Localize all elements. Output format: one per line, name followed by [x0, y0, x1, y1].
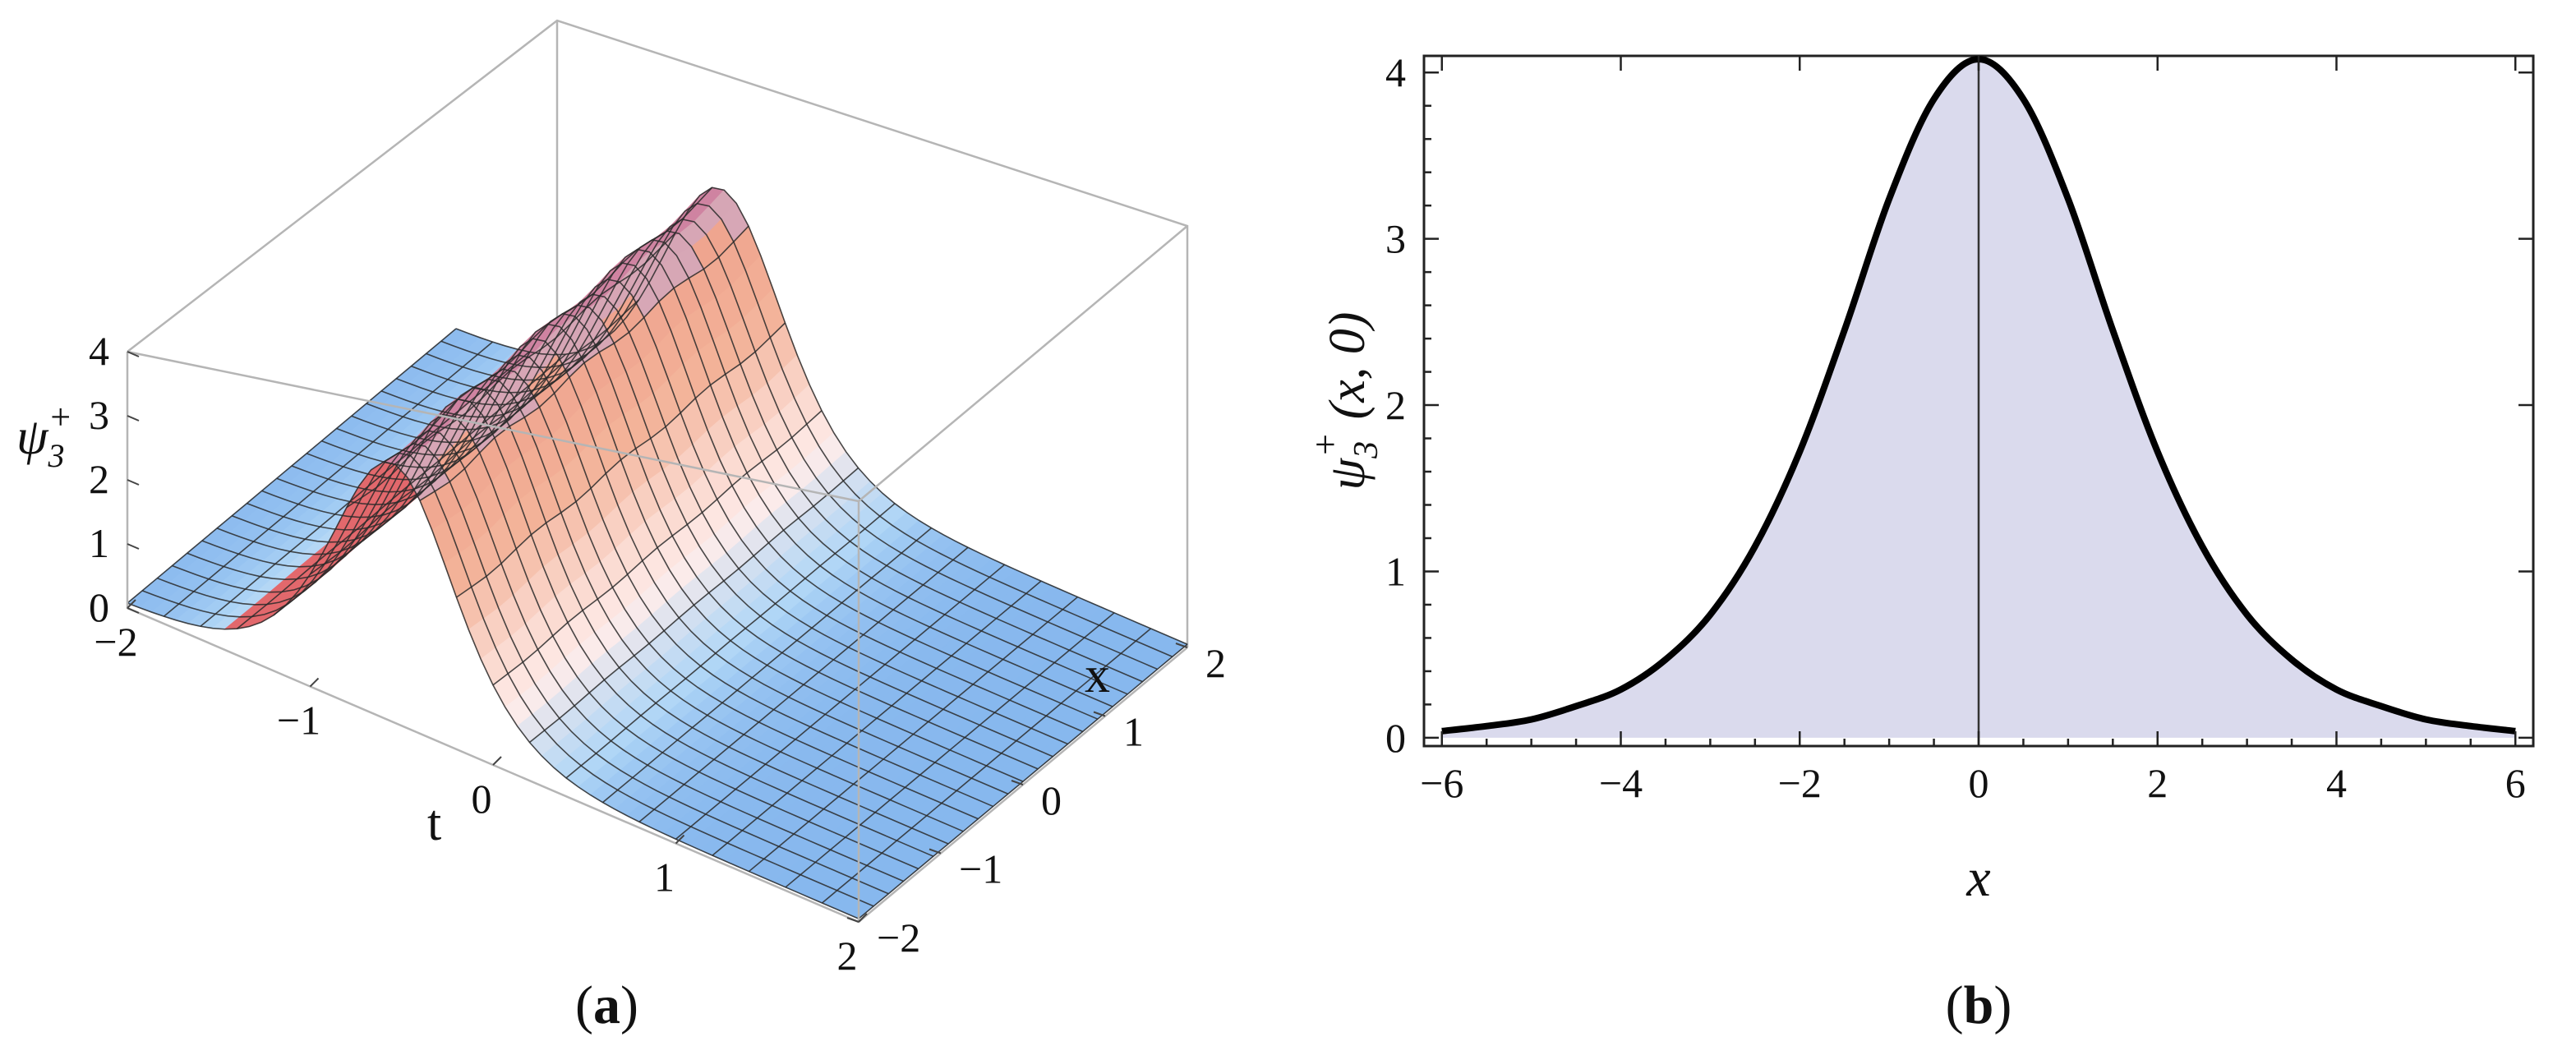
t-tick-label: −2	[94, 619, 137, 665]
t-tick	[492, 756, 502, 766]
mesh-line-t	[675, 564, 1006, 840]
x-tick-label: 2	[1205, 640, 1226, 686]
x-tick-label: 2	[2147, 760, 2168, 806]
t-tick-label: 1	[654, 855, 675, 901]
t-tick-label: −1	[277, 698, 320, 744]
mesh-line-t	[163, 341, 494, 617]
y-tick-label: 0	[1385, 715, 1406, 761]
mesh-line-t	[383, 187, 713, 463]
surface-axes-ticks	[127, 351, 1188, 923]
mesh-line-t	[236, 353, 567, 629]
x-tick	[846, 917, 859, 923]
y-tick-label: 4	[1385, 49, 1406, 95]
y-tick-label: 3	[1385, 216, 1406, 262]
t-tick-label: 0	[472, 776, 492, 822]
x-tick-label: −1	[959, 846, 1002, 892]
z-tick	[127, 543, 140, 550]
mesh-line-t	[785, 612, 1115, 888]
y-tick-label: 1	[1385, 548, 1406, 594]
y-tick-label: 2	[1385, 382, 1406, 428]
x-tick-label: −4	[1599, 760, 1643, 806]
axis-tick-labels: −6 −4 −2 0 2 4 6 0 1 2 3 4	[1385, 49, 2526, 806]
t-tick	[127, 599, 136, 609]
mesh-line-t	[419, 225, 749, 501]
panel-label-b: (b)	[1946, 975, 2012, 1035]
x-tick-label: 1	[1123, 709, 1144, 755]
x-tick-label: −2	[1778, 760, 1822, 806]
mesh-line-t	[712, 580, 1042, 856]
t-tick	[309, 677, 320, 688]
x-tick-label: −2	[877, 914, 920, 961]
x-tick-label: 4	[2326, 760, 2347, 806]
mesh-line-t	[638, 546, 969, 822]
t-tick	[858, 913, 868, 923]
mesh-line-t	[821, 628, 1152, 904]
surface-tick-labels: 0 1 2 3 4 −2 −1 0 1 2 −2 −1 0 1 2	[89, 328, 1226, 979]
z-tick-label: 0	[89, 584, 109, 630]
panel-label-a: (a)	[575, 975, 638, 1035]
x-tick	[1011, 780, 1024, 785]
x-tick-label: 0	[1041, 777, 1062, 823]
surface-x-label: x	[1085, 647, 1110, 703]
x-tick-label: −6	[1420, 760, 1463, 806]
z-tick-label: 4	[89, 328, 109, 374]
soliton-surface	[127, 187, 1188, 919]
z-tick-label: 1	[89, 520, 109, 566]
y-axis-label: ψ3+ (x, 0)	[1304, 312, 1385, 491]
mesh-line-t	[601, 527, 933, 804]
x-tick	[1093, 711, 1106, 717]
z-tick	[127, 479, 140, 486]
x-tick-label: 0	[1969, 760, 1989, 806]
mesh-line-t	[565, 503, 896, 779]
x-tick	[929, 848, 942, 855]
mesh-line-t	[748, 596, 1079, 873]
z-tick	[127, 607, 140, 614]
surface-t-label: t	[427, 795, 441, 851]
surface-z-label-sub: 3	[48, 437, 65, 474]
t-tick-label: 2	[837, 933, 858, 979]
surface-mesh	[127, 187, 1188, 919]
x-axis-label: x	[1965, 848, 1990, 908]
mesh-line-t	[200, 351, 530, 627]
y-axis-label-sub: 3	[1348, 441, 1385, 459]
z-tick-label: 3	[89, 392, 109, 438]
mesh-line-t	[456, 322, 786, 598]
y-axis-label-args: (x, 0)	[1320, 312, 1376, 432]
mesh-line-t	[273, 340, 603, 616]
z-tick	[127, 351, 140, 357]
mesh-line-t	[310, 299, 640, 575]
x-tick-label: 6	[2505, 760, 2526, 806]
x-tick	[1175, 643, 1188, 648]
axis-ticks	[1424, 56, 2533, 746]
mesh-line-t	[346, 232, 676, 509]
mesh-line-t	[858, 643, 1188, 919]
mesh-line-t	[492, 410, 823, 686]
surface-z-label-sup: +	[48, 397, 73, 437]
surface-z-label: ψ3+	[16, 397, 72, 474]
z-tick	[127, 415, 140, 422]
mesh-line-t	[528, 467, 859, 744]
t-tick	[675, 834, 685, 845]
y-axis-label-sup: +	[1304, 432, 1346, 458]
mesh-line-t	[127, 328, 457, 604]
z-tick-label: 2	[89, 456, 109, 502]
